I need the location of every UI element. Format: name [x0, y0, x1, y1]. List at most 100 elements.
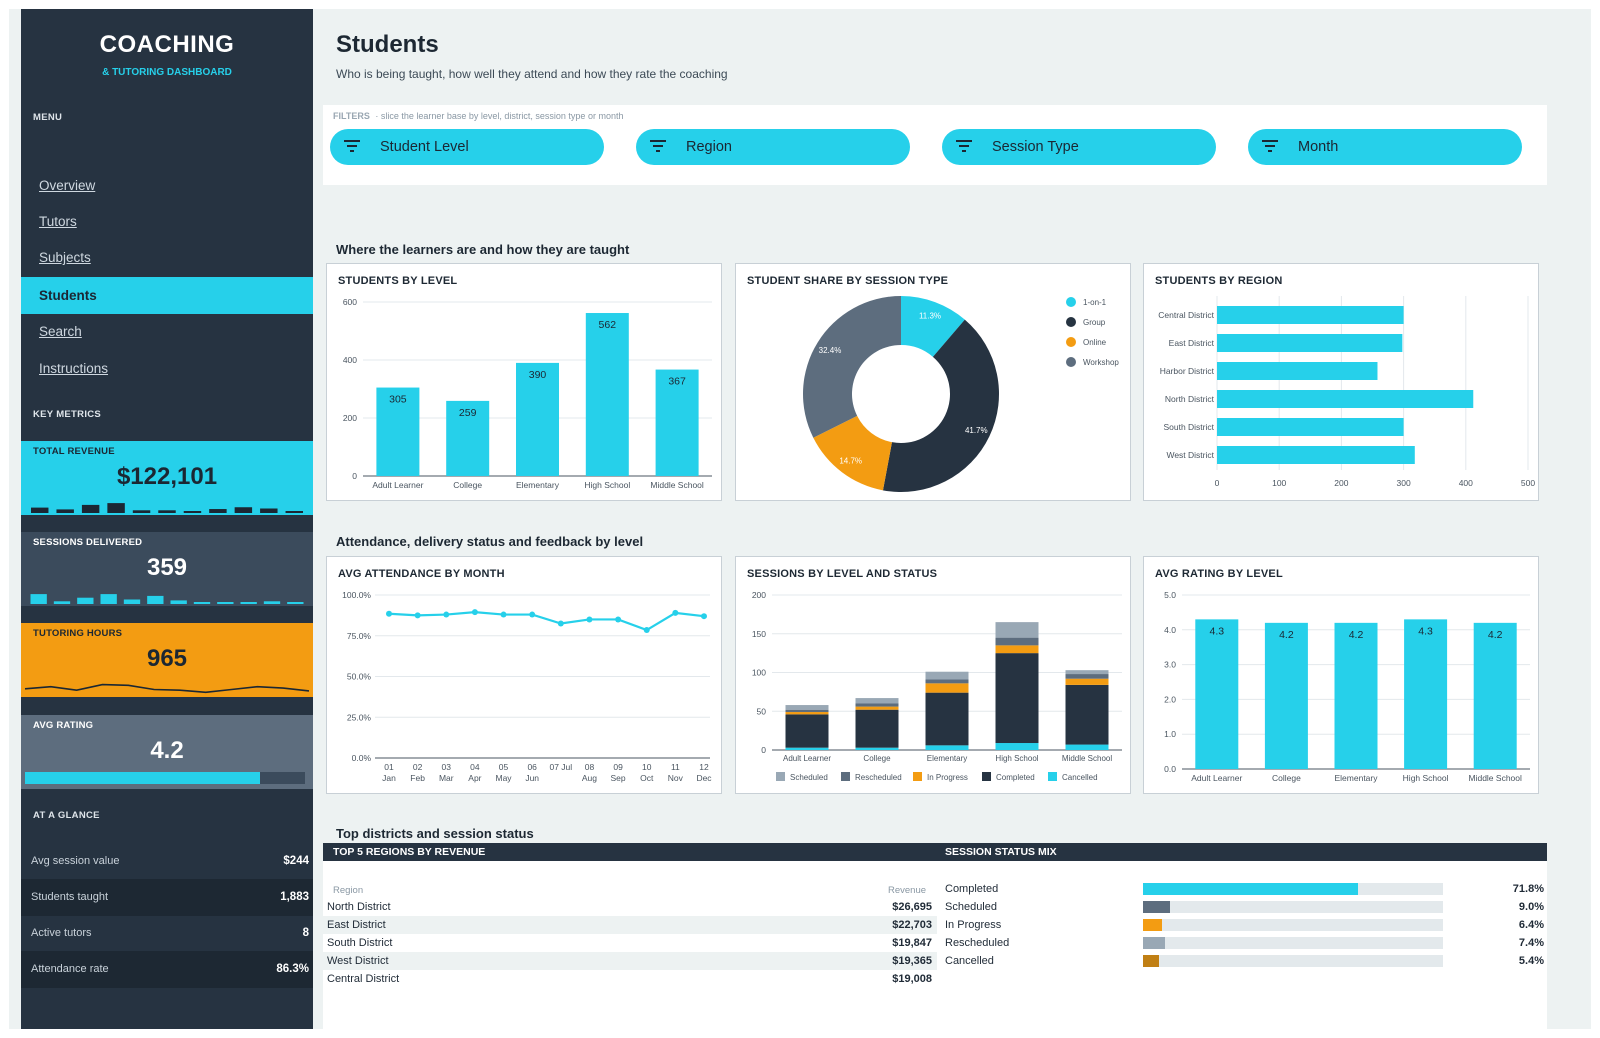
stacked-bar-segment [925, 745, 969, 750]
x-tick-label: 100 [1272, 478, 1286, 488]
line-point [615, 616, 622, 623]
y-tick-label: Harbor District [1160, 366, 1215, 376]
y-tick-label: Central District [1158, 310, 1214, 320]
stacked-bar-segment [855, 706, 899, 710]
y-tick-label: 0 [761, 745, 766, 755]
x-tick-label: 0 [1215, 478, 1220, 488]
line-point [643, 627, 650, 634]
y-tick-label: 0.0 [1164, 764, 1176, 774]
legend-label: 1-on-1 [1083, 298, 1107, 307]
filter-icon [956, 140, 972, 152]
stacked-bar-segment [855, 709, 899, 748]
line-point [386, 610, 392, 617]
filter-icon [1262, 140, 1278, 152]
nav-item-subjects[interactable]: Subjects [39, 250, 91, 265]
nav-item-students[interactable]: Students [21, 277, 313, 314]
sessions-stacked-chart: 0 50 100 150 200 Adult Learner College Elementa… [752, 590, 1122, 782]
nav-item-instructions[interactable]: Instructions [39, 361, 109, 376]
donut-slice [813, 415, 892, 491]
nav-item-tutors[interactable]: Tutors [39, 214, 77, 229]
sessions-sparkline [30, 594, 304, 604]
x-tick-label: 02 [413, 762, 423, 772]
stacked-bar-segment [925, 683, 969, 693]
glance-value: 86.3% [276, 963, 309, 975]
nav-item-overview[interactable]: Overview [39, 178, 96, 193]
table-row: Central District $19,008 [323, 970, 937, 988]
y-tick-label: 150 [752, 629, 766, 639]
x-tick-label: Dec [696, 773, 712, 783]
slice-data-label: 41.7% [965, 426, 988, 435]
x-tick-label: Elementary [516, 480, 560, 490]
status-bar-fill [1143, 919, 1163, 931]
line-point [586, 616, 593, 623]
bar [1264, 622, 1308, 769]
session-share-donut-chart: 11.3% 41.7% 14.7% 32.4% 1-on-1 Group Online Wor… [803, 296, 1119, 492]
bar-data-label: 4.3 [1209, 625, 1224, 637]
sparkline-bar [240, 602, 257, 604]
filters-caption-label: FILTERS [333, 111, 370, 121]
donut-slice [803, 296, 901, 438]
legend-label: Cancelled [1062, 773, 1098, 782]
stacked-bar-segment [785, 747, 829, 750]
kpi-label: AVG RATING [33, 720, 94, 731]
x-tick-label: 07 Jul [549, 762, 572, 772]
sparkline-bar [123, 599, 141, 604]
filter-region[interactable]: Region [636, 129, 910, 165]
filter-month[interactable]: Month [1248, 129, 1522, 165]
sparkline-line [24, 683, 310, 694]
sparkline-bar [81, 504, 100, 513]
sparkline-bar [285, 511, 303, 513]
status-bar-fill [1143, 937, 1166, 949]
dashboard-app: COACHING & TUTORING DASHBOARD MENU Overv… [9, 9, 1591, 1029]
status-bar-track [1143, 937, 1443, 949]
y-tick-label: 400 [343, 355, 357, 365]
card-sessions-by-status: 0 50 100 150 200 Adult Learner College Elementa… [735, 556, 1131, 794]
status-percent: 6.4% [1518, 919, 1544, 931]
x-tick-label: 300 [1397, 478, 1411, 488]
x-tick-label: 10 [642, 762, 652, 772]
legend-swatch [1066, 337, 1076, 347]
status-mix-title: SESSION STATUS MIX [945, 846, 1057, 858]
region-name: Central District [327, 973, 400, 985]
region-name: East District [327, 919, 386, 931]
stacked-bar-segment [995, 637, 1039, 646]
sparkline-bar [147, 595, 164, 604]
status-percent: 71.8% [1512, 883, 1544, 895]
x-tick-label: College [453, 480, 482, 490]
region-revenue: $22,703 [892, 919, 932, 931]
revenue-column-header: Revenue [888, 885, 927, 896]
x-tick-label: Jun [525, 773, 539, 783]
status-bar-track [1143, 919, 1443, 931]
kpi-value: 4.2 [150, 737, 184, 764]
sparkline-bar [31, 507, 49, 513]
status-row: Scheduled 9.0% [945, 898, 1547, 916]
kpi-value: 965 [146, 645, 188, 672]
bar [376, 387, 420, 476]
status-row: Completed 71.8% [945, 880, 1547, 898]
glance-label: Active tutors [31, 927, 92, 939]
glance-label: Avg session value [31, 855, 120, 867]
filter-session-type[interactable]: Session Type [942, 129, 1216, 165]
table-row: North District $26,695 [323, 898, 937, 916]
y-tick-label: 100.0% [342, 590, 371, 600]
status-name: Cancelled [945, 955, 994, 967]
line-point [557, 620, 564, 627]
filter-student-level[interactable]: Student Level [330, 129, 604, 165]
x-tick-label: 11 [671, 762, 680, 772]
filter-label: Session Type [992, 139, 1079, 155]
region-revenue: $19,008 [892, 973, 932, 985]
stacked-bar-segment [855, 698, 899, 704]
nav-item-search[interactable]: Search [39, 324, 82, 339]
table-row: West District $19,365 [323, 952, 937, 970]
kpi-sessions-delivered: SESSIONS DELIVERED 359 [21, 532, 313, 606]
stacked-bar-segment [785, 712, 829, 715]
x-tick-label: Middle School [650, 480, 704, 490]
line-point [443, 611, 450, 618]
x-tick-label: High School [584, 480, 630, 490]
sparkline-bar [100, 594, 117, 604]
stacked-bar-segment [785, 705, 829, 710]
y-tick-label: 25.0% [347, 712, 372, 722]
region-name: North District [327, 901, 391, 913]
x-tick-label: College [863, 754, 891, 763]
